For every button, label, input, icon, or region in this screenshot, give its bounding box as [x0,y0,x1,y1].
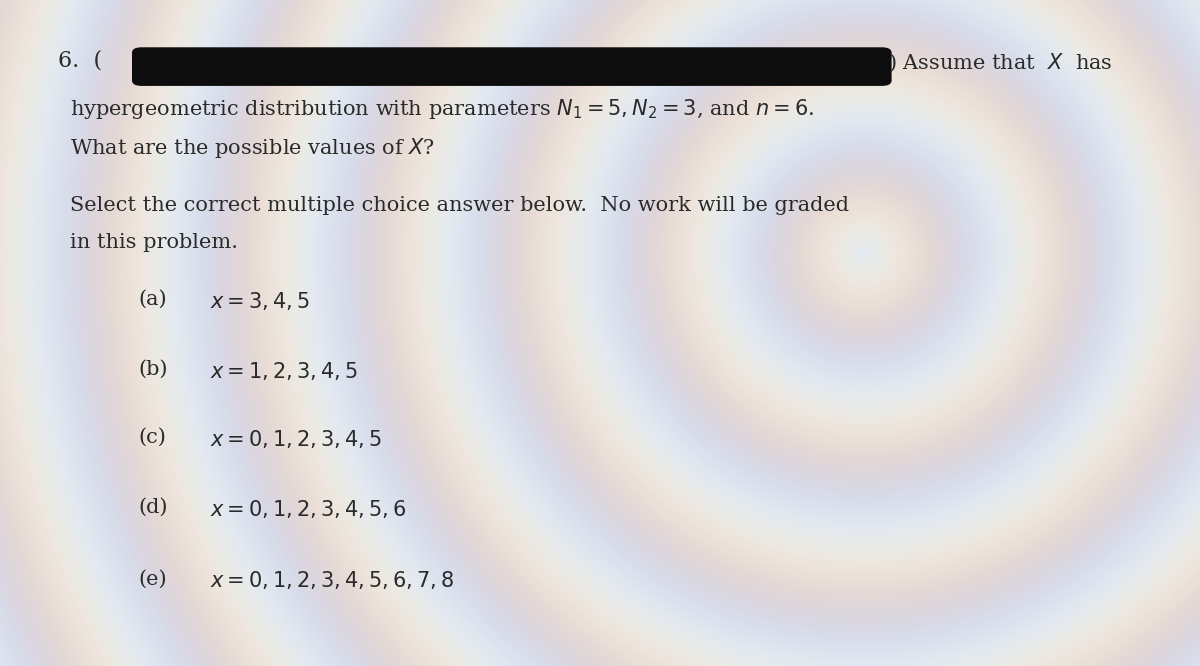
Text: $x = 0, 1, 2, 3, 4, 5, 6$: $x = 0, 1, 2, 3, 4, 5, 6$ [210,498,407,520]
Text: $x = 1, 2, 3, 4, 5$: $x = 1, 2, 3, 4, 5$ [210,360,358,382]
Text: (c): (c) [138,428,166,447]
Text: ) Assume that  $X$  has: ) Assume that $X$ has [888,52,1112,75]
Text: (e): (e) [138,569,167,589]
Text: What are the possible values of $X$?: What are the possible values of $X$? [70,136,434,160]
Text: 6.  (: 6. ( [58,50,102,72]
Text: Select the correct multiple choice answer below.  No work will be graded: Select the correct multiple choice answe… [70,196,848,216]
Text: $x = 0, 1, 2, 3, 4, 5$: $x = 0, 1, 2, 3, 4, 5$ [210,428,382,450]
Text: (b): (b) [138,360,168,379]
Text: $x = 3, 4, 5$: $x = 3, 4, 5$ [210,290,310,312]
Text: $x = 0, 1, 2, 3, 4, 5, 6, 7, 8$: $x = 0, 1, 2, 3, 4, 5, 6, 7, 8$ [210,569,454,591]
FancyBboxPatch shape [132,47,892,86]
Text: (d): (d) [138,498,168,517]
Text: hypergeometric distribution with parameters $N_1 = 5, N_2 = 3$, and $n = 6$.: hypergeometric distribution with paramet… [70,97,814,121]
Text: in this problem.: in this problem. [70,233,238,252]
Text: (a): (a) [138,290,167,309]
